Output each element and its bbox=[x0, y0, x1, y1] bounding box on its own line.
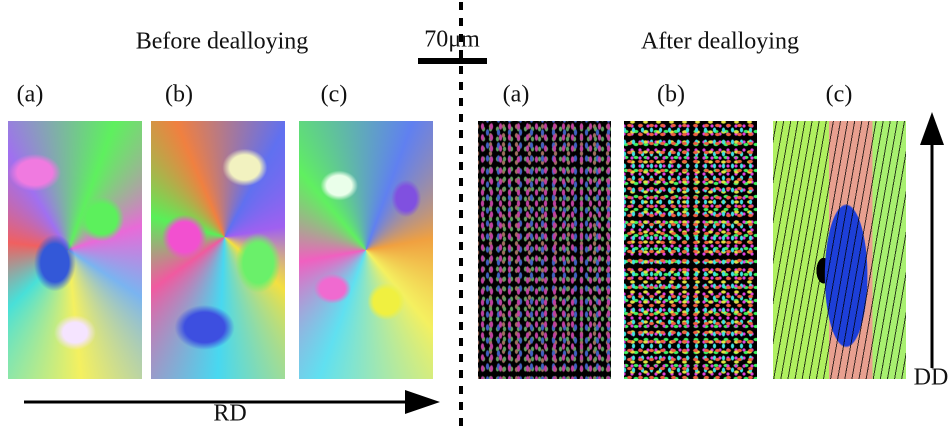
axis-label: RD bbox=[213, 401, 246, 428]
overlay bbox=[0, 0, 952, 431]
dd-arrowhead bbox=[920, 112, 944, 145]
figure: Before dealloying After dealloying 70μm … bbox=[0, 0, 952, 431]
axis-label: DD bbox=[914, 365, 949, 392]
rd-arrowhead bbox=[405, 390, 440, 414]
